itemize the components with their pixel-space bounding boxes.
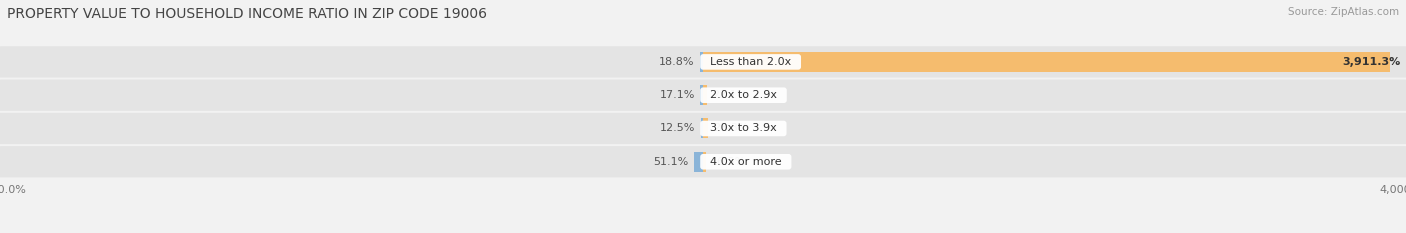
Text: 2.0x to 2.9x: 2.0x to 2.9x: [703, 90, 785, 100]
Text: 4.0x or more: 4.0x or more: [703, 157, 789, 167]
Bar: [695, 152, 703, 172]
Bar: [703, 119, 709, 138]
Bar: [700, 119, 703, 138]
Text: Less than 2.0x: Less than 2.0x: [703, 57, 799, 67]
Bar: [703, 152, 706, 172]
Bar: [703, 52, 1391, 72]
Text: 51.1%: 51.1%: [654, 157, 689, 167]
Text: 3,911.3%: 3,911.3%: [1343, 57, 1400, 67]
Text: 22.1%: 22.1%: [713, 90, 748, 100]
Text: PROPERTY VALUE TO HOUSEHOLD INCOME RATIO IN ZIP CODE 19006: PROPERTY VALUE TO HOUSEHOLD INCOME RATIO…: [7, 7, 486, 21]
Text: 18.8%: 18.8%: [659, 57, 695, 67]
Text: 12.5%: 12.5%: [661, 123, 696, 134]
Text: 16.5%: 16.5%: [711, 157, 747, 167]
Text: 17.1%: 17.1%: [659, 90, 695, 100]
FancyBboxPatch shape: [0, 79, 1406, 111]
Text: Source: ZipAtlas.com: Source: ZipAtlas.com: [1288, 7, 1399, 17]
Text: 3.0x to 3.9x: 3.0x to 3.9x: [703, 123, 783, 134]
Bar: [700, 52, 703, 72]
Text: 28.3%: 28.3%: [713, 123, 749, 134]
Bar: [700, 85, 703, 105]
Bar: [703, 85, 707, 105]
FancyBboxPatch shape: [0, 113, 1406, 144]
FancyBboxPatch shape: [0, 46, 1406, 78]
FancyBboxPatch shape: [0, 146, 1406, 177]
